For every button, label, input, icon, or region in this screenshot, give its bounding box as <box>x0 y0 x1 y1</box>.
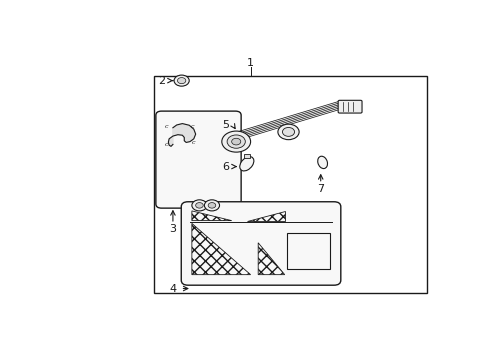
Ellipse shape <box>239 157 253 171</box>
Text: 1: 1 <box>246 58 254 68</box>
Text: 2: 2 <box>158 76 165 86</box>
Text: c: c <box>164 142 168 147</box>
Bar <box>154 76 426 293</box>
Bar <box>286 233 329 269</box>
Circle shape <box>231 138 240 145</box>
FancyBboxPatch shape <box>156 111 241 208</box>
Polygon shape <box>168 123 195 146</box>
Text: 6: 6 <box>222 162 229 172</box>
Circle shape <box>277 124 299 140</box>
FancyBboxPatch shape <box>181 202 340 285</box>
Circle shape <box>174 75 189 86</box>
Circle shape <box>204 200 219 211</box>
Circle shape <box>222 131 250 152</box>
Text: c: c <box>190 124 194 129</box>
Text: c: c <box>164 124 168 129</box>
Text: 5: 5 <box>222 120 229 130</box>
Circle shape <box>226 135 245 148</box>
Text: 3: 3 <box>169 224 176 234</box>
Circle shape <box>208 203 215 208</box>
Circle shape <box>177 77 185 84</box>
Circle shape <box>191 200 206 211</box>
Ellipse shape <box>317 156 327 168</box>
Text: 4: 4 <box>169 284 176 293</box>
Text: 7: 7 <box>317 184 324 194</box>
Bar <box>244 154 249 158</box>
FancyBboxPatch shape <box>338 100 361 113</box>
Circle shape <box>195 203 203 208</box>
Text: c: c <box>191 140 194 145</box>
Circle shape <box>282 127 294 136</box>
